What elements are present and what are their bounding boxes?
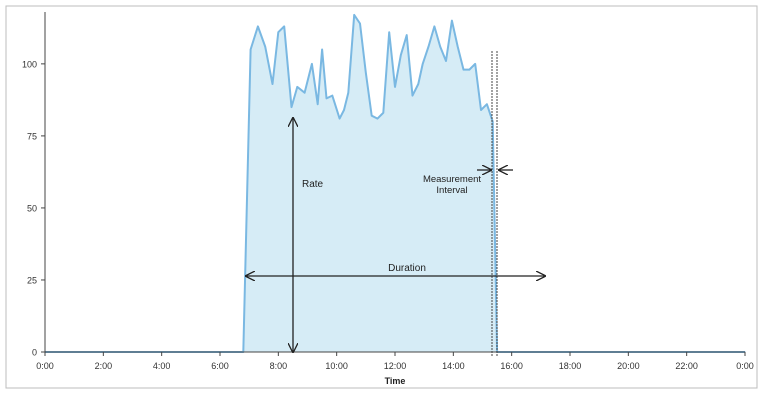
data-point	[365, 71, 367, 74]
data-point	[457, 46, 459, 48]
data-point	[331, 95, 333, 97]
annotation-layer: Rate Duration Measurement Interval	[246, 51, 545, 356]
data-point	[427, 46, 430, 48]
data-point	[433, 25, 435, 27]
interval-label: Interval	[436, 185, 467, 196]
data-point	[325, 97, 328, 99]
data-point	[343, 109, 345, 111]
x-tick-label: 8:00	[270, 361, 288, 371]
data-point	[445, 60, 447, 62]
data-point	[290, 106, 293, 108]
data-point	[480, 109, 482, 111]
y-tick-label: 0	[32, 348, 37, 358]
data-point	[411, 95, 414, 97]
data-point	[486, 103, 488, 105]
data-point	[382, 112, 384, 114]
data-point	[468, 69, 470, 71]
data-point	[406, 34, 408, 36]
y-tick-label: 25	[27, 275, 37, 285]
data-point	[317, 103, 319, 105]
x-axis-title: Time	[385, 376, 406, 386]
x-tick-label: 0:00	[36, 361, 54, 371]
data-point	[462, 69, 465, 71]
data-point	[304, 92, 306, 94]
data-point	[474, 63, 476, 65]
x-tick-label: 14:00	[442, 361, 465, 371]
x-tick-label: 16:00	[500, 361, 523, 371]
data-point	[400, 54, 402, 56]
data-point	[388, 31, 390, 33]
plot-frame	[5, 5, 758, 389]
y-tick-label: 50	[27, 203, 37, 213]
y-tick-label: 100	[22, 59, 37, 69]
x-tick-label: 20:00	[617, 361, 640, 371]
x-tick-label: 6:00	[211, 361, 229, 371]
data-point	[296, 86, 298, 88]
y-tick-label: 75	[27, 131, 37, 141]
data-point	[451, 20, 453, 22]
data-point	[439, 46, 441, 48]
x-tick-label: 22:00	[675, 361, 698, 371]
data-point	[271, 83, 274, 85]
series-area-0	[45, 14, 745, 353]
duration-label: Duration	[388, 263, 426, 274]
data-point	[359, 22, 361, 25]
data-point	[347, 92, 349, 94]
measurement-label: Measurement	[423, 174, 481, 185]
data-point	[311, 63, 313, 65]
data-point	[250, 48, 252, 51]
data-point	[371, 115, 373, 117]
x-tick-label: 4:00	[153, 361, 171, 371]
x-tick-label: 18:00	[559, 361, 582, 371]
data-point	[394, 86, 396, 88]
axis-layer: 0 25 50 75 100 0:00 2:00 4:00 6:00 8:00 10:00 12:00…	[22, 12, 754, 386]
data-point	[339, 118, 341, 120]
x-tick-label: 10:00	[325, 361, 348, 371]
data-point	[264, 46, 266, 48]
x-tick-label: 12:00	[384, 361, 407, 371]
series-layer	[44, 13, 746, 353]
data-point	[422, 63, 424, 65]
data-point	[417, 83, 419, 85]
x-tick-label: 2:00	[95, 361, 113, 371]
data-point	[257, 25, 259, 27]
x-tick-label: 0:00	[736, 361, 754, 371]
data-point	[376, 118, 379, 120]
data-point	[283, 25, 285, 27]
rate-label: Rate	[302, 179, 324, 190]
data-point	[277, 31, 279, 33]
data-point	[353, 14, 355, 16]
data-point	[321, 48, 323, 51]
